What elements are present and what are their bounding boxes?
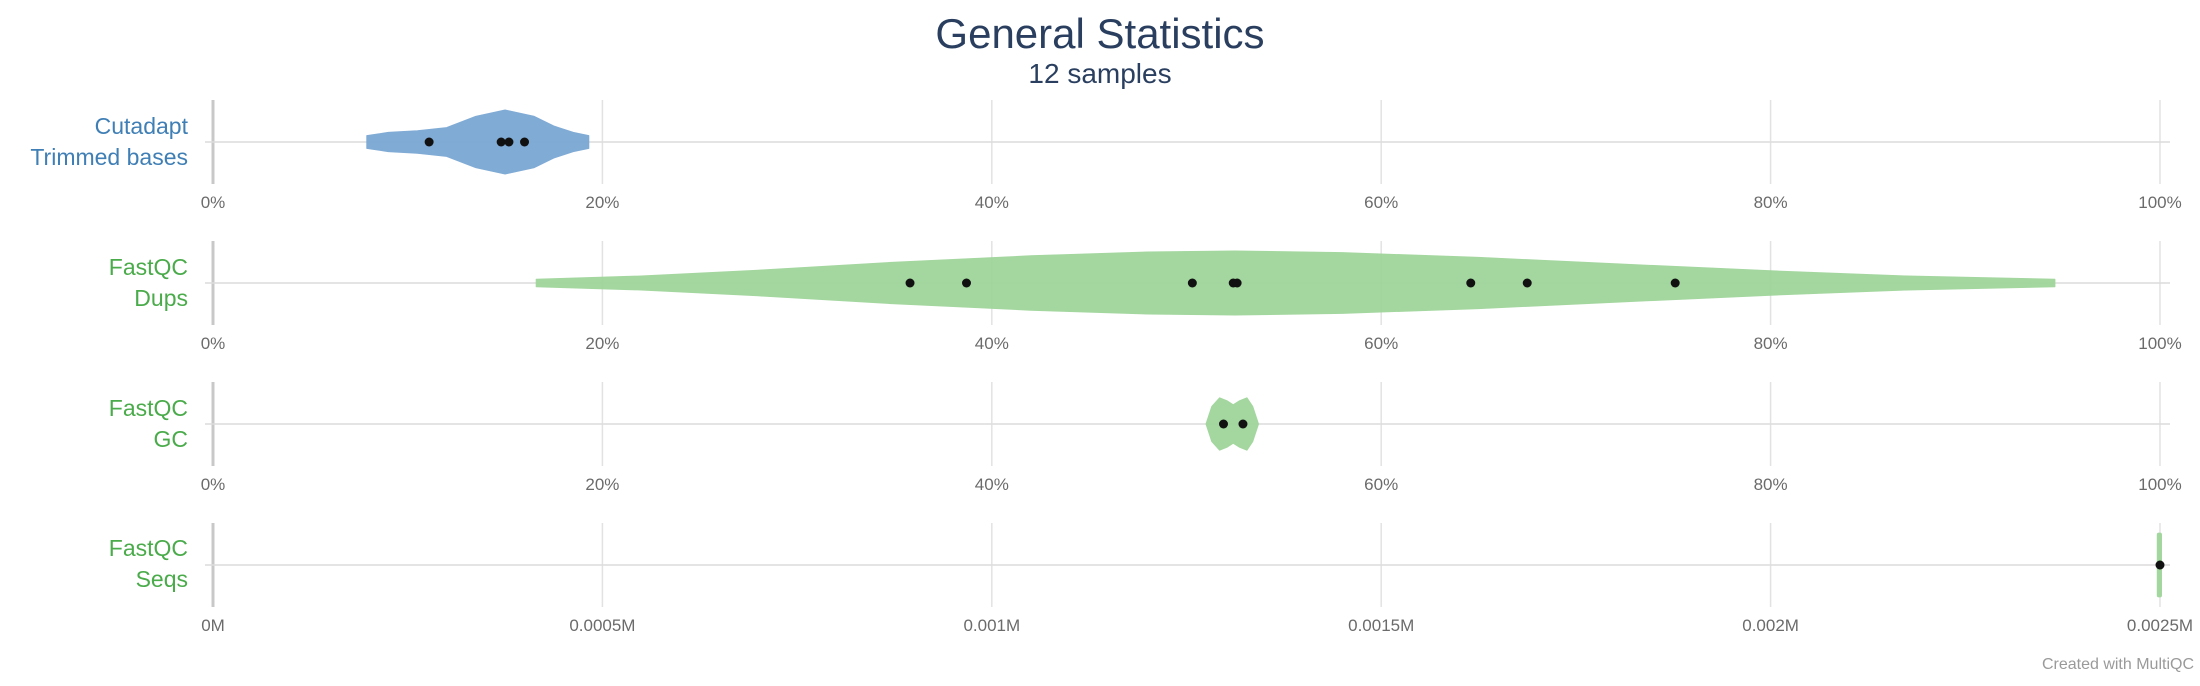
tick-label-fastqc_gc-5: 100% <box>2138 475 2181 494</box>
tick-label-fastqc_seqs-5: 0.0025M <box>2127 616 2193 635</box>
violin-fastqc_gc <box>1205 397 1259 451</box>
row-label-fastqc-dups: FastQC Dups <box>109 252 188 314</box>
tick-label-fastqc_seqs-2: 0.001M <box>963 616 1020 635</box>
row-label-fastqc-gc-line2: GC <box>153 426 189 452</box>
point-cutadapt-0 <box>424 137 434 147</box>
tick-label-fastqc_gc-4: 80% <box>1754 475 1788 494</box>
tick-label-fastqc_seqs-3: 0.0015M <box>1348 616 1414 635</box>
row-label-cutadapt-line2: Trimmed bases <box>30 144 188 170</box>
chart-subtitle: 12 samples <box>1028 58 1172 89</box>
row-label-fastqc-seqs: FastQC Seqs <box>109 533 188 595</box>
tick-label-cutadapt-5: 100% <box>2138 193 2181 212</box>
point-cutadapt-2 <box>504 137 514 147</box>
tick-label-fastqc_seqs-4: 0.002M <box>1742 616 1799 635</box>
tick-label-cutadapt-3: 60% <box>1364 193 1398 212</box>
point-fastqc_dups-5 <box>1466 278 1476 288</box>
tick-label-fastqc_dups-2: 40% <box>975 334 1009 353</box>
row-label-cutadapt-line1: Cutadapt <box>94 113 188 139</box>
tick-label-fastqc_dups-1: 20% <box>585 334 619 353</box>
point-cutadapt-3 <box>520 137 530 147</box>
chart-title: General Statistics <box>935 10 1265 57</box>
tick-label-fastqc_gc-0: 0% <box>201 475 226 494</box>
tick-label-cutadapt-4: 80% <box>1754 193 1788 212</box>
tick-label-cutadapt-2: 40% <box>975 193 1009 212</box>
point-fastqc_seqs-0 <box>2155 560 2165 570</box>
point-fastqc_dups-7 <box>1670 278 1680 288</box>
point-fastqc_dups-0 <box>905 278 915 288</box>
violin-fastqc_dups <box>535 250 2056 316</box>
point-fastqc_dups-2 <box>1187 278 1197 288</box>
point-fastqc_dups-4 <box>1232 278 1242 288</box>
row-label-fastqc-gc-line1: FastQC <box>108 395 188 421</box>
tick-label-cutadapt-0: 0% <box>201 193 226 212</box>
point-fastqc_dups-1 <box>961 278 971 288</box>
row-label-fastqc-dups-line1: FastQC <box>108 254 188 280</box>
point-cutadapt-1 <box>496 137 506 147</box>
tick-label-fastqc_dups-5: 100% <box>2138 334 2181 353</box>
point-fastqc_dups-6 <box>1522 278 1532 288</box>
violin-cutadapt <box>366 109 590 175</box>
point-fastqc_gc-0 <box>1218 419 1228 429</box>
tick-label-fastqc_dups-3: 60% <box>1364 334 1398 353</box>
tick-label-fastqc_dups-0: 0% <box>201 334 226 353</box>
multiqc-credit: Created with MultiQC <box>2041 656 2194 673</box>
tick-label-fastqc_seqs-0: 0M <box>201 616 225 635</box>
tick-label-fastqc_dups-4: 80% <box>1754 334 1788 353</box>
tick-label-fastqc_gc-1: 20% <box>585 475 619 494</box>
row-label-fastqc-seqs-line2: Seqs <box>135 566 188 592</box>
row-label-fastqc-gc: FastQC GC <box>109 393 188 455</box>
tick-label-fastqc_gc-3: 60% <box>1364 475 1398 494</box>
point-fastqc_gc-1 <box>1238 419 1248 429</box>
row-label-fastqc-dups-line2: Dups <box>134 285 188 311</box>
tick-label-fastqc_seqs-1: 0.0005M <box>569 616 635 635</box>
tick-label-cutadapt-1: 20% <box>585 193 619 212</box>
tick-label-fastqc_gc-2: 40% <box>975 475 1009 494</box>
row-label-cutadapt: Cutadapt Trimmed bases <box>30 111 188 173</box>
row-label-fastqc-seqs-line1: FastQC <box>108 535 188 561</box>
